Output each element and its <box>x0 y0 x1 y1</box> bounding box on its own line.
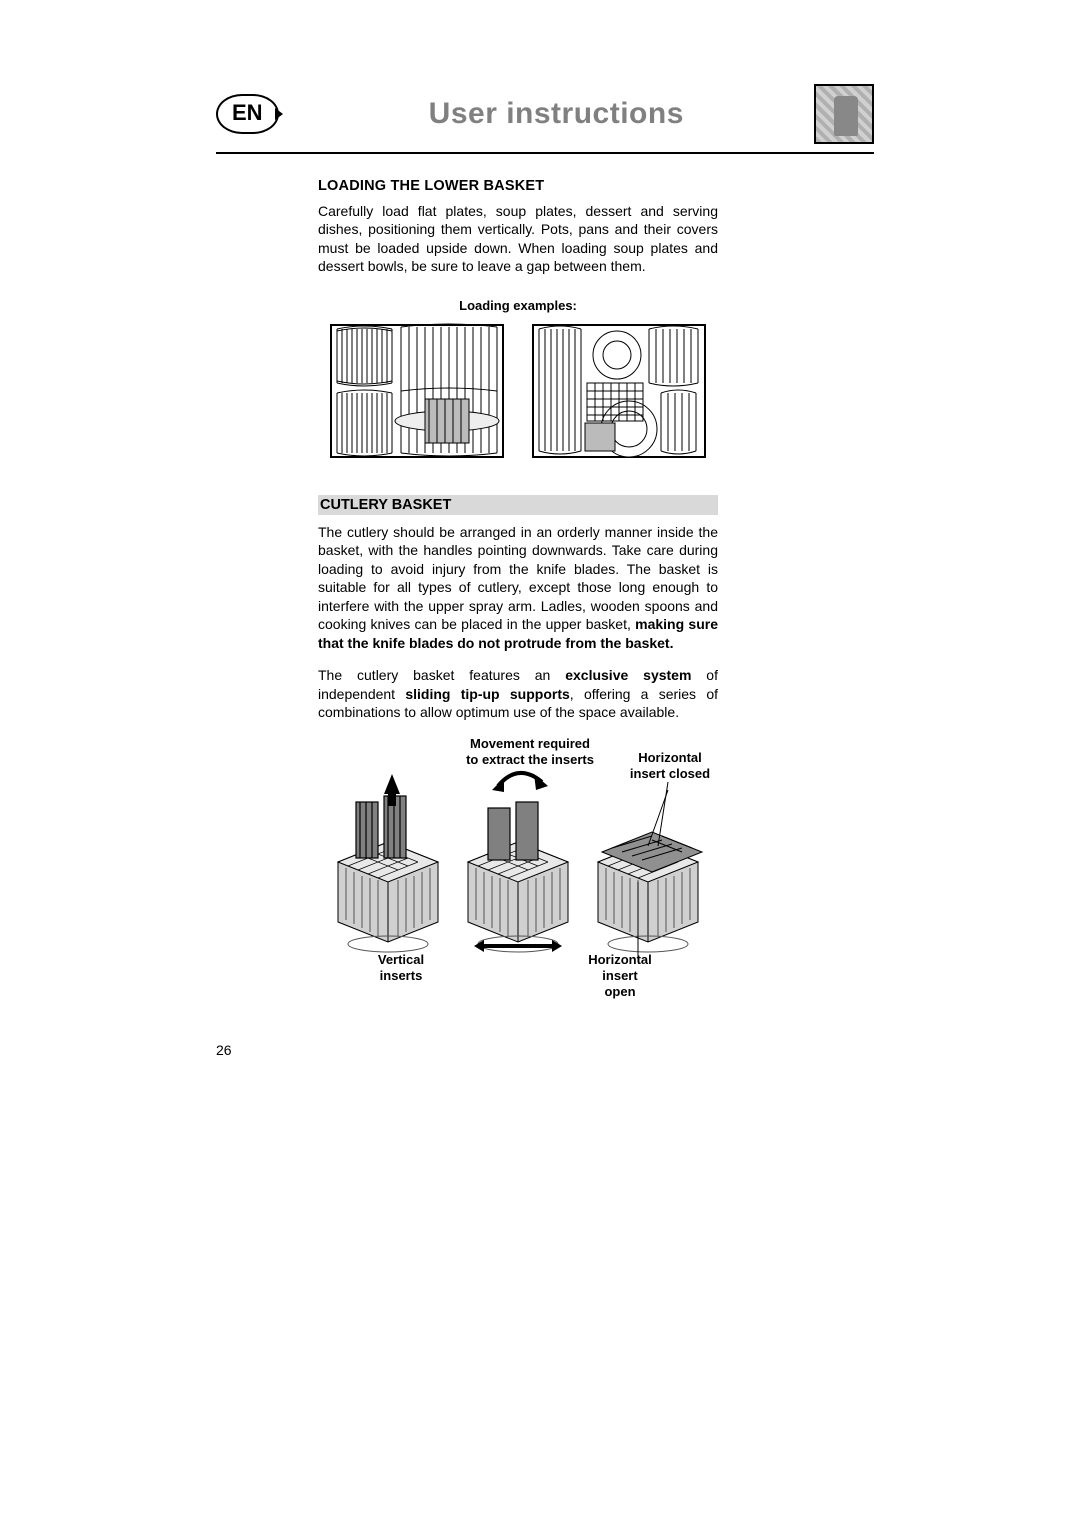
para2-text-b: exclusive system <box>565 667 691 683</box>
page-title: User instructions <box>309 97 804 131</box>
section-heading-cutlery-basket: CUTLERY BASKET <box>318 495 718 515</box>
loading-examples-label: Loading examples: <box>318 298 718 313</box>
lower-basket-paragraph: Carefully load flat plates, soup plates,… <box>318 202 718 276</box>
cutlery-basket-diagram: Movement requiredto extract the inserts … <box>318 736 718 1016</box>
label-movement: Movement requiredto extract the inserts <box>450 736 610 769</box>
cutlery-basket-paragraph-1: The cutlery should be arranged in an ord… <box>318 523 718 652</box>
para2-text-d: sliding tip-up supports <box>405 686 569 702</box>
language-badge: EN <box>216 94 279 134</box>
label-horizontal-open: Horizontalinsertopen <box>570 952 670 1001</box>
page-number: 26 <box>216 1042 232 1058</box>
loading-example-1-illustration <box>329 321 505 461</box>
appliance-icon <box>814 84 874 144</box>
loading-example-2-illustration <box>531 321 707 461</box>
label-vertical-inserts: Verticalinserts <box>356 952 446 985</box>
cutlery-basket-paragraph-2: The cutlery basket features an exclusive… <box>318 666 718 721</box>
section-heading-lower-basket: LOADING THE LOWER BASKET <box>318 178 718 194</box>
header-divider <box>216 152 874 154</box>
para2-text-a: The cutlery basket features an <box>318 667 565 683</box>
label-horizontal-closed: Horizontalinsert closed <box>620 750 720 783</box>
